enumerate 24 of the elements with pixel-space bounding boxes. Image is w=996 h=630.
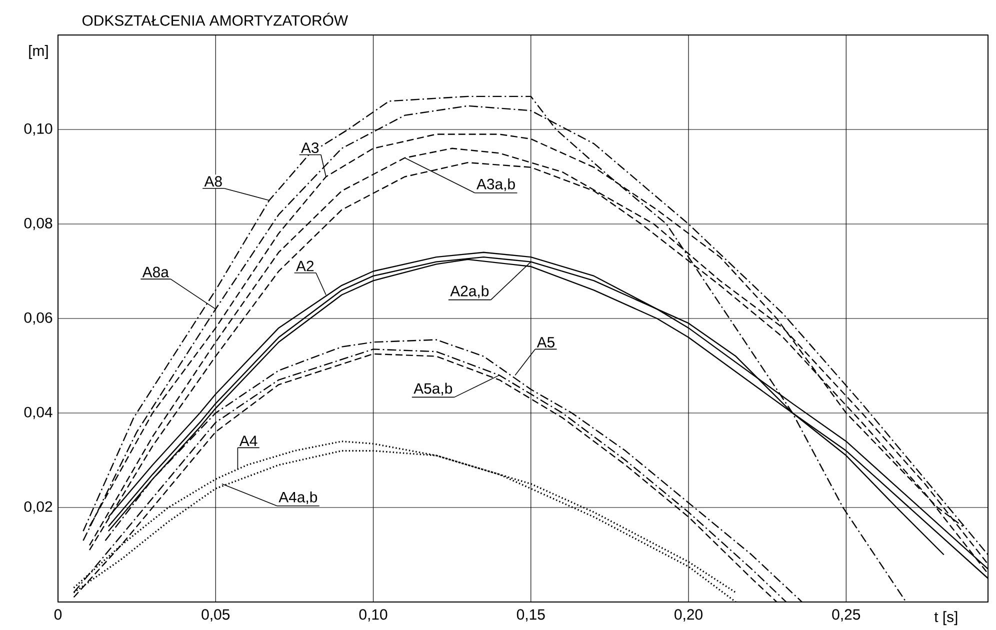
y-axis-title: [m] <box>29 45 48 59</box>
x-tick-label: 0,20 <box>674 609 702 622</box>
annotation: A3 <box>301 142 319 154</box>
annotation: A8a <box>142 266 169 278</box>
x-tick-label: 0,15 <box>516 609 545 622</box>
y-tick-label: 0,02 <box>24 501 52 514</box>
annotation: A4a,b <box>278 491 318 504</box>
x-tick-label: 0,05 <box>202 609 230 622</box>
annotation: A5a,b <box>414 382 452 396</box>
y-tick-label: 0,04 <box>24 406 52 420</box>
x-tick-label: 0 <box>54 609 62 620</box>
annotation: A3a,b <box>476 178 515 192</box>
y-tick-label: 0,10 <box>24 123 52 136</box>
chart-title: ODKSZTAŁCENIA AMORTYZATORÓW <box>82 12 348 26</box>
y-tick-label: 0,08 <box>24 218 52 230</box>
x-axis-title: t [s] <box>934 611 958 626</box>
y-tick-label: 0,06 <box>24 312 52 325</box>
annotation: A5 <box>536 337 554 348</box>
annotation: A2 <box>296 260 314 272</box>
annotation: A4 <box>239 436 258 446</box>
x-tick-label: 0,10 <box>359 609 388 622</box>
x-tick-label: 0,25 <box>832 609 860 622</box>
annotation: A2a,b <box>450 285 489 298</box>
annotation: A8 <box>204 176 222 187</box>
